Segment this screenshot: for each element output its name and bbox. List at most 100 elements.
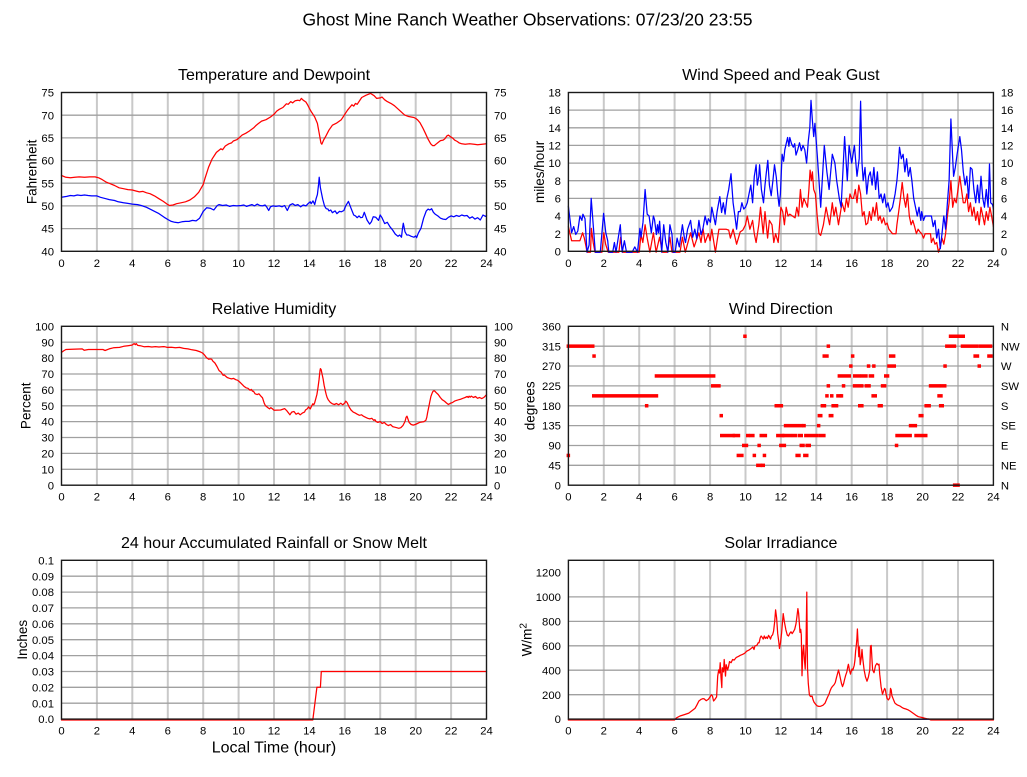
svg-text:400: 400: [542, 665, 561, 677]
svg-text:20: 20: [916, 258, 929, 270]
svg-text:10: 10: [739, 726, 752, 738]
svg-text:0.09: 0.09: [32, 571, 54, 583]
svg-text:24 hour Accumulated Rainfall o: 24 hour Accumulated Rainfall or Snow Mel…: [121, 535, 427, 552]
svg-text:200: 200: [542, 690, 561, 702]
svg-text:8: 8: [200, 492, 206, 504]
svg-text:W/m2: W/m2: [519, 623, 535, 657]
svg-text:0.05: 0.05: [32, 635, 54, 647]
svg-text:0: 0: [58, 726, 64, 738]
svg-text:2: 2: [601, 492, 607, 504]
svg-text:0.06: 0.06: [32, 619, 54, 631]
svg-text:8: 8: [200, 258, 206, 270]
svg-text:2: 2: [555, 229, 561, 241]
svg-text:0: 0: [555, 246, 561, 258]
svg-text:degrees: degrees: [523, 381, 538, 430]
svg-text:18: 18: [548, 88, 561, 100]
svg-text:4: 4: [129, 492, 135, 504]
svg-text:10: 10: [41, 464, 54, 476]
svg-text:270: 270: [542, 361, 561, 373]
svg-text:0.0: 0.0: [38, 714, 54, 726]
svg-text:20: 20: [409, 492, 422, 504]
svg-text:12: 12: [775, 492, 788, 504]
svg-text:10: 10: [1001, 158, 1014, 170]
svg-text:10: 10: [232, 726, 245, 738]
svg-text:0.01: 0.01: [32, 698, 54, 710]
svg-text:20: 20: [409, 258, 422, 270]
svg-text:40: 40: [41, 246, 54, 258]
svg-text:0.04: 0.04: [32, 651, 54, 663]
svg-text:50: 50: [494, 401, 507, 413]
svg-text:75: 75: [494, 88, 507, 100]
svg-text:70: 70: [41, 110, 54, 122]
svg-text:14: 14: [1001, 123, 1014, 135]
svg-text:45: 45: [494, 224, 507, 236]
svg-text:20: 20: [409, 726, 422, 738]
svg-text:0: 0: [565, 258, 571, 270]
svg-text:18: 18: [881, 726, 894, 738]
svg-text:18: 18: [881, 492, 894, 504]
svg-text:6: 6: [165, 258, 171, 270]
svg-text:225: 225: [542, 381, 561, 393]
svg-text:Temperature and Dewpoint: Temperature and Dewpoint: [178, 67, 371, 84]
svg-text:E: E: [1001, 441, 1009, 453]
svg-text:NW: NW: [1001, 341, 1020, 353]
svg-text:0: 0: [58, 258, 64, 270]
svg-text:40: 40: [41, 417, 54, 429]
svg-text:16: 16: [1001, 105, 1014, 117]
svg-text:12: 12: [268, 258, 281, 270]
svg-text:180: 180: [542, 401, 561, 413]
svg-text:100: 100: [494, 321, 513, 333]
svg-text:S: S: [1001, 401, 1009, 413]
svg-text:0: 0: [565, 726, 571, 738]
svg-text:0: 0: [58, 492, 64, 504]
svg-text:60: 60: [41, 156, 54, 168]
svg-text:20: 20: [916, 726, 929, 738]
svg-text:40: 40: [494, 246, 507, 258]
svg-text:65: 65: [494, 133, 507, 145]
svg-text:24: 24: [987, 258, 1000, 270]
svg-text:12: 12: [548, 141, 561, 153]
svg-text:N: N: [1001, 480, 1009, 492]
svg-text:6: 6: [671, 726, 677, 738]
svg-text:SW: SW: [1001, 381, 1020, 393]
svg-text:Inches: Inches: [15, 620, 30, 660]
svg-text:10: 10: [494, 464, 507, 476]
svg-text:14: 14: [810, 726, 823, 738]
svg-text:12: 12: [775, 726, 788, 738]
svg-text:60: 60: [494, 385, 507, 397]
svg-text:0: 0: [555, 480, 561, 492]
svg-text:16: 16: [339, 492, 352, 504]
svg-text:24: 24: [987, 726, 1000, 738]
svg-text:4: 4: [129, 258, 135, 270]
svg-text:10: 10: [232, 258, 245, 270]
svg-text:6: 6: [555, 194, 561, 206]
svg-text:24: 24: [480, 726, 493, 738]
svg-text:0.07: 0.07: [32, 603, 54, 615]
svg-text:0.08: 0.08: [32, 587, 54, 599]
svg-text:4: 4: [636, 492, 642, 504]
svg-text:8: 8: [707, 492, 713, 504]
svg-text:8: 8: [707, 726, 713, 738]
svg-text:22: 22: [445, 258, 458, 270]
svg-text:Wind Speed and Peak Gust: Wind Speed and Peak Gust: [682, 67, 880, 84]
svg-text:16: 16: [845, 726, 858, 738]
svg-text:22: 22: [952, 258, 965, 270]
svg-text:70: 70: [494, 110, 507, 122]
svg-text:16: 16: [548, 105, 561, 117]
svg-text:45: 45: [41, 224, 54, 236]
svg-text:6: 6: [671, 492, 677, 504]
svg-text:40: 40: [494, 417, 507, 429]
svg-text:1000: 1000: [536, 592, 561, 604]
svg-text:50: 50: [494, 201, 507, 213]
svg-text:Wind Direction: Wind Direction: [729, 301, 833, 318]
svg-text:12: 12: [268, 492, 281, 504]
svg-text:2: 2: [94, 492, 100, 504]
svg-text:12: 12: [268, 726, 281, 738]
svg-text:0: 0: [555, 714, 561, 726]
svg-text:18: 18: [881, 258, 894, 270]
svg-text:14: 14: [303, 726, 316, 738]
svg-text:75: 75: [41, 88, 54, 100]
svg-text:Ghost Mine Ranch Weather Obser: Ghost Mine Ranch Weather Observations: 0…: [302, 9, 752, 29]
svg-text:800: 800: [542, 617, 561, 629]
svg-text:2: 2: [601, 726, 607, 738]
